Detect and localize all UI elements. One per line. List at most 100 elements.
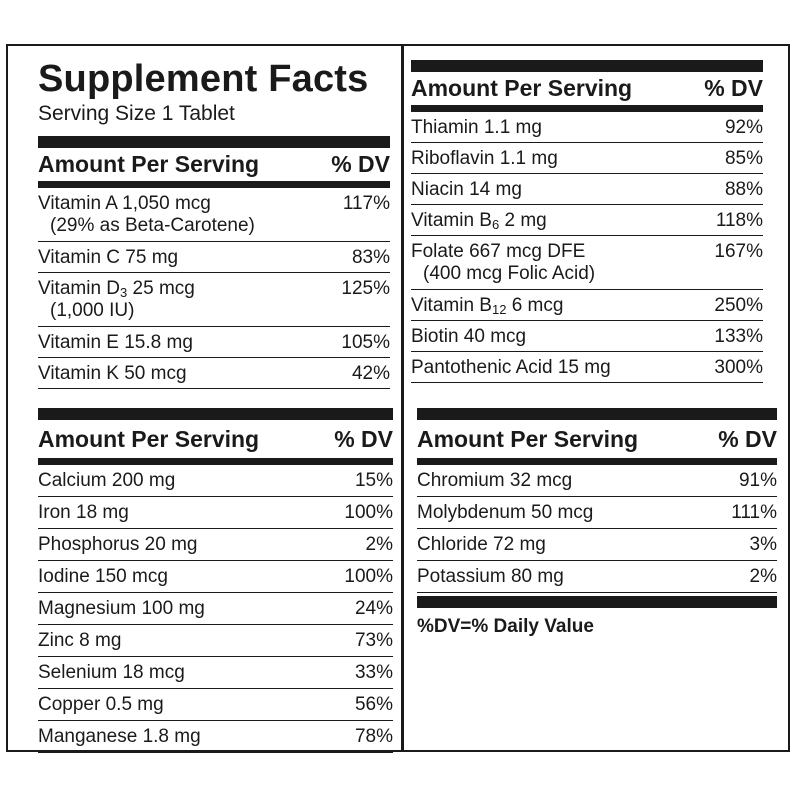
nutrient-dv: 15% <box>354 470 393 491</box>
right-bottom-panel: Amount Per Serving % DV Chromium 32 mcg 9… <box>417 408 777 638</box>
nutrient-name-line: Biotin 40 mcg <box>411 326 527 347</box>
nutrient-name: Riboflavin 1.1 mg <box>411 148 558 170</box>
vitamins-right-list: Thiamin 1.1 mg 92% Riboflavin 1.1 mg 85% Nia… <box>411 112 763 383</box>
nutrient-row: Phosphorus 20 mg 2% <box>38 529 393 561</box>
nutrient-row: Chloride 72 mg 3% <box>417 529 777 561</box>
nutrient-name-line: Vitamin C 75 mg <box>38 247 179 268</box>
nutrient-name-line: Magnesium 100 mg <box>38 598 205 619</box>
nutrient-name: Vitamin A 1,050 mcg (29% as Beta-Carotene… <box>38 193 255 237</box>
nutrient-dv: 111% <box>731 502 777 523</box>
nutrient-row: Biotin 40 mcg 133% <box>411 321 763 352</box>
nutrient-dv: 250% <box>714 295 763 316</box>
nutrient-dv: 100% <box>344 502 393 523</box>
header-rule <box>417 458 777 465</box>
nutrient-name: Potassium 80 mg <box>417 566 564 588</box>
header-rule <box>411 105 763 112</box>
nutrient-name: Copper 0.5 mg <box>38 694 164 716</box>
column-divider <box>401 44 404 752</box>
nutrient-dv: 92% <box>724 117 763 138</box>
nutrient-row: Thiamin 1.1 mg 92% <box>411 112 763 143</box>
nutrient-dv: 3% <box>749 534 777 555</box>
right-top-panel: Amount Per Serving % DV Thiamin 1.1 mg 92… <box>411 60 763 383</box>
nutrient-name-line: Selenium 18 mcg <box>38 662 185 683</box>
nutrient-name-line: Pantothenic Acid 15 mg <box>411 357 611 378</box>
nutrient-dv: 33% <box>354 662 393 683</box>
nutrient-row: Calcium 200 mg 15% <box>38 465 393 497</box>
nutrient-name: Thiamin 1.1 mg <box>411 117 542 139</box>
nutrient-dv: 125% <box>341 278 390 299</box>
nutrient-row: Copper 0.5 mg 56% <box>38 689 393 721</box>
nutrient-name: Pantothenic Acid 15 mg <box>411 357 611 379</box>
nutrient-name: Iron 18 mg <box>38 502 129 524</box>
nutrient-name: Vitamin D3 25 mcg (1,000 IU) <box>38 278 195 322</box>
nutrient-name: Chromium 32 mcg <box>417 470 572 492</box>
amount-header: Amount Per Serving % DV <box>38 148 390 181</box>
nutrient-name-line: Thiamin 1.1 mg <box>411 117 542 138</box>
daily-value-footnote: %DV=% Daily Value <box>417 616 594 637</box>
nutrient-name: Iodine 150 mcg <box>38 566 168 588</box>
nutrient-row: Vitamin B6 2 mg 118% <box>411 205 763 236</box>
nutrient-row: Vitamin D3 25 mcg (1,000 IU) 125% <box>38 273 390 327</box>
nutrient-name: Vitamin K 50 mcg <box>38 363 187 385</box>
nutrient-dv: 85% <box>724 148 763 169</box>
amount-header: Amount Per Serving % DV <box>38 420 393 458</box>
thick-rule <box>38 136 390 148</box>
nutrient-row: Folate 667 mcg DFE (400 mcg Folic Acid) 16… <box>411 236 763 290</box>
nutrient-dv: 117% <box>342 193 390 214</box>
nutrient-dv: 91% <box>738 470 777 491</box>
nutrient-dv: 78% <box>354 726 393 747</box>
nutrient-row: Zinc 8 mg 73% <box>38 625 393 657</box>
nutrient-name-line: Manganese 1.8 mg <box>38 726 201 747</box>
nutrient-name: Vitamin C 75 mg <box>38 247 178 269</box>
label-title: Supplement Facts <box>38 58 369 100</box>
nutrient-name: Manganese 1.8 mg <box>38 726 201 748</box>
amount-header-label: Amount Per Serving <box>417 425 639 452</box>
nutrient-name-detail: (1,000 IU) <box>50 300 135 321</box>
nutrient-row: Vitamin E 15.8 mg 105% <box>38 327 390 358</box>
dv-header-label: % DV <box>704 75 763 101</box>
nutrient-dv: 133% <box>714 326 763 347</box>
nutrient-name: Calcium 200 mg <box>38 470 175 492</box>
left-top-panel: Supplement Facts Serving Size 1 Tablet A… <box>38 60 390 389</box>
nutrient-name-line: Phosphorus 20 mg <box>38 534 198 555</box>
nutrient-name-line: Riboflavin 1.1 mg <box>411 148 558 169</box>
nutrient-dv: 2% <box>365 534 393 555</box>
nutrient-dv: 100% <box>344 566 393 587</box>
nutrient-name-line: Vitamin B12 6 mcg <box>411 295 564 317</box>
nutrient-name-line: Molybdenum 50 mcg <box>417 502 594 523</box>
nutrient-row: Vitamin K 50 mcg 42% <box>38 358 390 389</box>
nutrient-name-detail: (400 mcg Folic Acid) <box>423 263 596 284</box>
nutrient-dv: 42% <box>351 363 390 384</box>
nutrient-row: Potassium 80 mg 2% <box>417 561 777 593</box>
nutrient-subscript: 6 <box>491 217 500 232</box>
nutrient-name: Vitamin B12 6 mcg <box>411 295 563 317</box>
thick-rule <box>411 60 763 72</box>
thick-rule <box>417 408 777 420</box>
amount-header-label: Amount Per Serving <box>411 75 633 101</box>
amount-header: Amount Per Serving % DV <box>417 420 777 458</box>
nutrient-name: Niacin 14 mg <box>411 179 522 201</box>
nutrient-dv: 2% <box>749 566 777 587</box>
header-rule <box>38 181 390 188</box>
nutrient-name-line: Vitamin B6 2 mg <box>411 210 547 232</box>
nutrient-name-line: Potassium 80 mg <box>417 566 564 587</box>
nutrient-row: Selenium 18 mcg 33% <box>38 657 393 689</box>
nutrient-dv: 56% <box>354 694 393 715</box>
nutrient-name: Selenium 18 mcg <box>38 662 185 684</box>
serving-size: Serving Size 1 Tablet <box>38 102 235 125</box>
amount-header: Amount Per Serving % DV <box>411 72 763 105</box>
nutrient-name-line: Vitamin A 1,050 mcg <box>38 193 211 214</box>
nutrient-dv: 73% <box>354 630 393 651</box>
left-bottom-panel: Amount Per Serving % DV Calcium 200 mg 15… <box>38 408 393 753</box>
nutrient-dv: 83% <box>351 247 390 268</box>
nutrient-row: Iodine 150 mcg 100% <box>38 561 393 593</box>
nutrient-name-line: Vitamin D3 25 mcg <box>38 278 195 300</box>
nutrient-name: Zinc 8 mg <box>38 630 121 652</box>
nutrient-dv: 24% <box>354 598 393 619</box>
nutrient-name: Folate 667 mcg DFE (400 mcg Folic Acid) <box>411 241 595 285</box>
label-frame <box>6 44 790 752</box>
minerals-right-list: Chromium 32 mcg 91% Molybdenum 50 mcg 111% C… <box>417 465 777 593</box>
nutrient-row: Niacin 14 mg 88% <box>411 174 763 205</box>
nutrient-row: Manganese 1.8 mg 78% <box>38 721 393 753</box>
nutrient-name: Chloride 72 mg <box>417 534 546 556</box>
